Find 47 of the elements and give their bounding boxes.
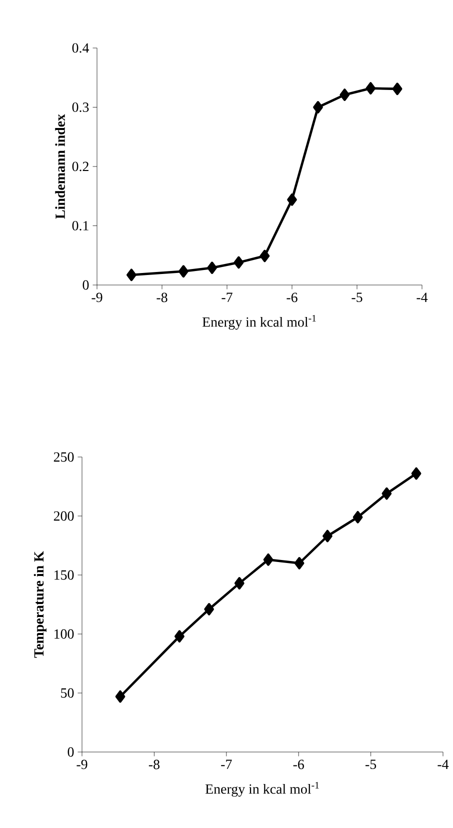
point bbox=[294, 557, 304, 570]
x-tick-label: -6 bbox=[286, 292, 298, 302]
point bbox=[178, 265, 188, 278]
y-tick-label: 100 bbox=[54, 629, 74, 639]
x-tick-label: -9 bbox=[92, 292, 102, 302]
x-axis-title: Energy in kcal mol$^{-1}$ bbox=[205, 782, 319, 797]
point bbox=[263, 553, 274, 566]
x-tick-label: -8 bbox=[156, 292, 168, 302]
point bbox=[382, 487, 392, 500]
point bbox=[313, 101, 323, 114]
point bbox=[115, 690, 126, 703]
point bbox=[126, 268, 136, 282]
x-tick-label: -4 bbox=[438, 760, 449, 769]
x-tick-label: -5 bbox=[352, 292, 362, 302]
x-tick-label: -5 bbox=[366, 760, 376, 770]
x-tick-label: -7 bbox=[221, 760, 232, 769]
point bbox=[174, 630, 184, 643]
point bbox=[366, 82, 376, 94]
y-axis-title: Lindemann index bbox=[55, 114, 65, 219]
y-tick-label: 250 bbox=[54, 452, 74, 462]
y-axis-title: Temperature in K bbox=[34, 551, 46, 658]
point bbox=[204, 603, 214, 616]
point bbox=[234, 577, 244, 590]
point bbox=[207, 262, 217, 274]
point bbox=[287, 193, 297, 206]
point bbox=[411, 467, 422, 480]
y-tick-label: 200 bbox=[54, 511, 74, 521]
x-tick-label: -8 bbox=[148, 760, 160, 770]
x-tick-label: -4 bbox=[416, 292, 428, 302]
y-tick-label: 150 bbox=[54, 570, 74, 580]
point bbox=[340, 88, 350, 101]
point bbox=[322, 530, 332, 542]
y-tick-label: 50 bbox=[61, 688, 74, 698]
x-axis-title: Energy in kcal mol$^{-1}$ bbox=[202, 314, 316, 330]
x-tick-label: -7 bbox=[222, 292, 232, 302]
y-tick-label: 0.4 bbox=[72, 43, 90, 53]
point bbox=[392, 82, 402, 96]
y-tick-label: 0 bbox=[82, 280, 89, 290]
x-tick-label: -9 bbox=[76, 760, 88, 770]
point bbox=[352, 511, 363, 524]
y-tick-label: 0.2 bbox=[72, 162, 88, 172]
x-tick-label: -6 bbox=[293, 760, 304, 770]
point bbox=[260, 250, 270, 262]
y-tick-label: 0.3 bbox=[72, 102, 89, 112]
y-tick-label: 0 bbox=[68, 747, 74, 757]
y-tick-label: 0.1 bbox=[72, 221, 88, 230]
point bbox=[234, 256, 244, 269]
